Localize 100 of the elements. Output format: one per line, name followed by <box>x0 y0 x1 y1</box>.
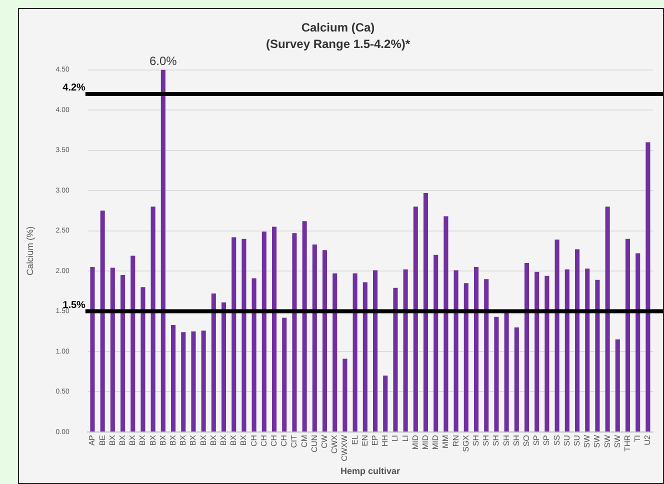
bar <box>352 273 358 432</box>
bar <box>332 273 338 432</box>
text: 6.0% <box>149 54 178 68</box>
bar <box>615 339 620 432</box>
bar <box>171 324 176 432</box>
x-tick-label: SP <box>532 434 542 446</box>
bar <box>514 327 519 432</box>
x-tick-label: SH <box>482 434 491 446</box>
bar <box>120 275 126 432</box>
bar <box>201 330 206 432</box>
x-axis-title: Hemp cultivar <box>340 466 400 476</box>
bar <box>564 269 570 432</box>
x-tick-label: BX <box>198 434 208 446</box>
x-tick-label: TI <box>633 434 642 442</box>
x-tick-label: CIT <box>290 434 299 448</box>
x-tick-label: BX <box>148 434 158 446</box>
x-tick-label: BX <box>118 434 127 446</box>
bar <box>150 206 156 432</box>
bar <box>272 226 277 432</box>
bar <box>423 192 428 432</box>
bar <box>413 206 418 432</box>
chart-title: Calcium (Ca) <box>301 20 375 35</box>
bar <box>554 240 560 432</box>
x-tick-label: SH <box>492 434 501 446</box>
bar <box>130 256 136 432</box>
bar <box>464 283 468 432</box>
x-tick-label: SW <box>602 434 612 448</box>
x-tick-label: BX <box>128 434 138 446</box>
bar <box>393 288 398 432</box>
x-tick-label: EP <box>370 434 380 446</box>
bar <box>434 254 438 432</box>
x-tick-label: LI <box>400 434 410 442</box>
y-axis-title: Calcium (%) <box>24 226 35 276</box>
bar <box>494 316 499 432</box>
x-tick-label: SH <box>471 434 480 446</box>
bar <box>362 282 368 432</box>
x-tick-label: CW <box>320 434 329 448</box>
bar <box>312 244 317 432</box>
x-tick-label: MID <box>431 434 440 450</box>
x-tick-label: MID <box>410 434 420 450</box>
bar <box>534 272 540 432</box>
x-tick-label: BX <box>229 434 238 446</box>
bar <box>302 221 307 432</box>
x-tick-label: SU <box>562 434 572 446</box>
x-tick-label: CWX <box>330 434 340 454</box>
x-tick-label: BX <box>188 434 198 446</box>
bar <box>160 70 166 432</box>
bar <box>232 237 236 432</box>
bar <box>595 280 600 432</box>
bar <box>181 332 186 432</box>
bar <box>625 238 630 432</box>
bar <box>484 279 489 432</box>
x-tick-label: CH <box>269 434 278 447</box>
bar <box>444 216 448 432</box>
bar <box>372 270 378 432</box>
x-tick-label: CH <box>259 434 268 447</box>
bar <box>90 266 95 432</box>
x-tick-label: CWXW <box>340 434 350 462</box>
bar <box>504 312 509 432</box>
bar <box>221 302 226 432</box>
x-tick-label: SW <box>582 434 592 448</box>
bar <box>383 376 388 432</box>
bar <box>100 210 105 432</box>
bar <box>262 232 266 432</box>
x-tick-label: MID <box>420 434 430 450</box>
x-tick-label: BX <box>158 434 168 446</box>
bar <box>454 270 458 432</box>
x-tick-label: SU <box>572 434 582 446</box>
bar <box>292 233 297 432</box>
bar <box>636 253 640 432</box>
ref-line-label: 4.2% <box>62 82 86 94</box>
x-tick-label: THR <box>622 434 632 452</box>
x-tick-label: BE <box>98 434 107 446</box>
x-tick-label: SO <box>522 434 531 447</box>
bar <box>242 238 246 432</box>
x-tick-label: BX <box>208 434 218 446</box>
x-tick-label: BX <box>218 434 228 446</box>
bar <box>110 268 115 432</box>
bar <box>524 262 530 432</box>
bar <box>585 268 590 432</box>
x-tick-label: CH <box>249 434 258 447</box>
chart-subtitle: (Survey Range 1.5-4.2%)* <box>266 36 410 51</box>
x-tick-label: SGX <box>461 434 470 452</box>
x-tick-label: EL <box>350 434 360 445</box>
x-tick-label: CH <box>280 434 289 447</box>
x-tick-label: SW <box>592 434 602 448</box>
bar <box>403 269 408 432</box>
bar <box>322 250 328 432</box>
x-tick-label: RN <box>451 434 460 447</box>
bar <box>342 358 348 432</box>
x-tick-label: BX <box>239 434 248 446</box>
x-tick-label: SS <box>552 434 562 446</box>
x-tick-label: LI <box>390 434 400 442</box>
bar <box>252 278 256 432</box>
x-tick-label: BX <box>138 434 148 446</box>
x-tick-label: SH <box>512 434 521 446</box>
x-tick-label: U2 <box>643 434 652 446</box>
bar <box>474 266 479 432</box>
x-tick-label: HH <box>380 434 390 447</box>
x-tick-label: SH <box>502 434 511 446</box>
